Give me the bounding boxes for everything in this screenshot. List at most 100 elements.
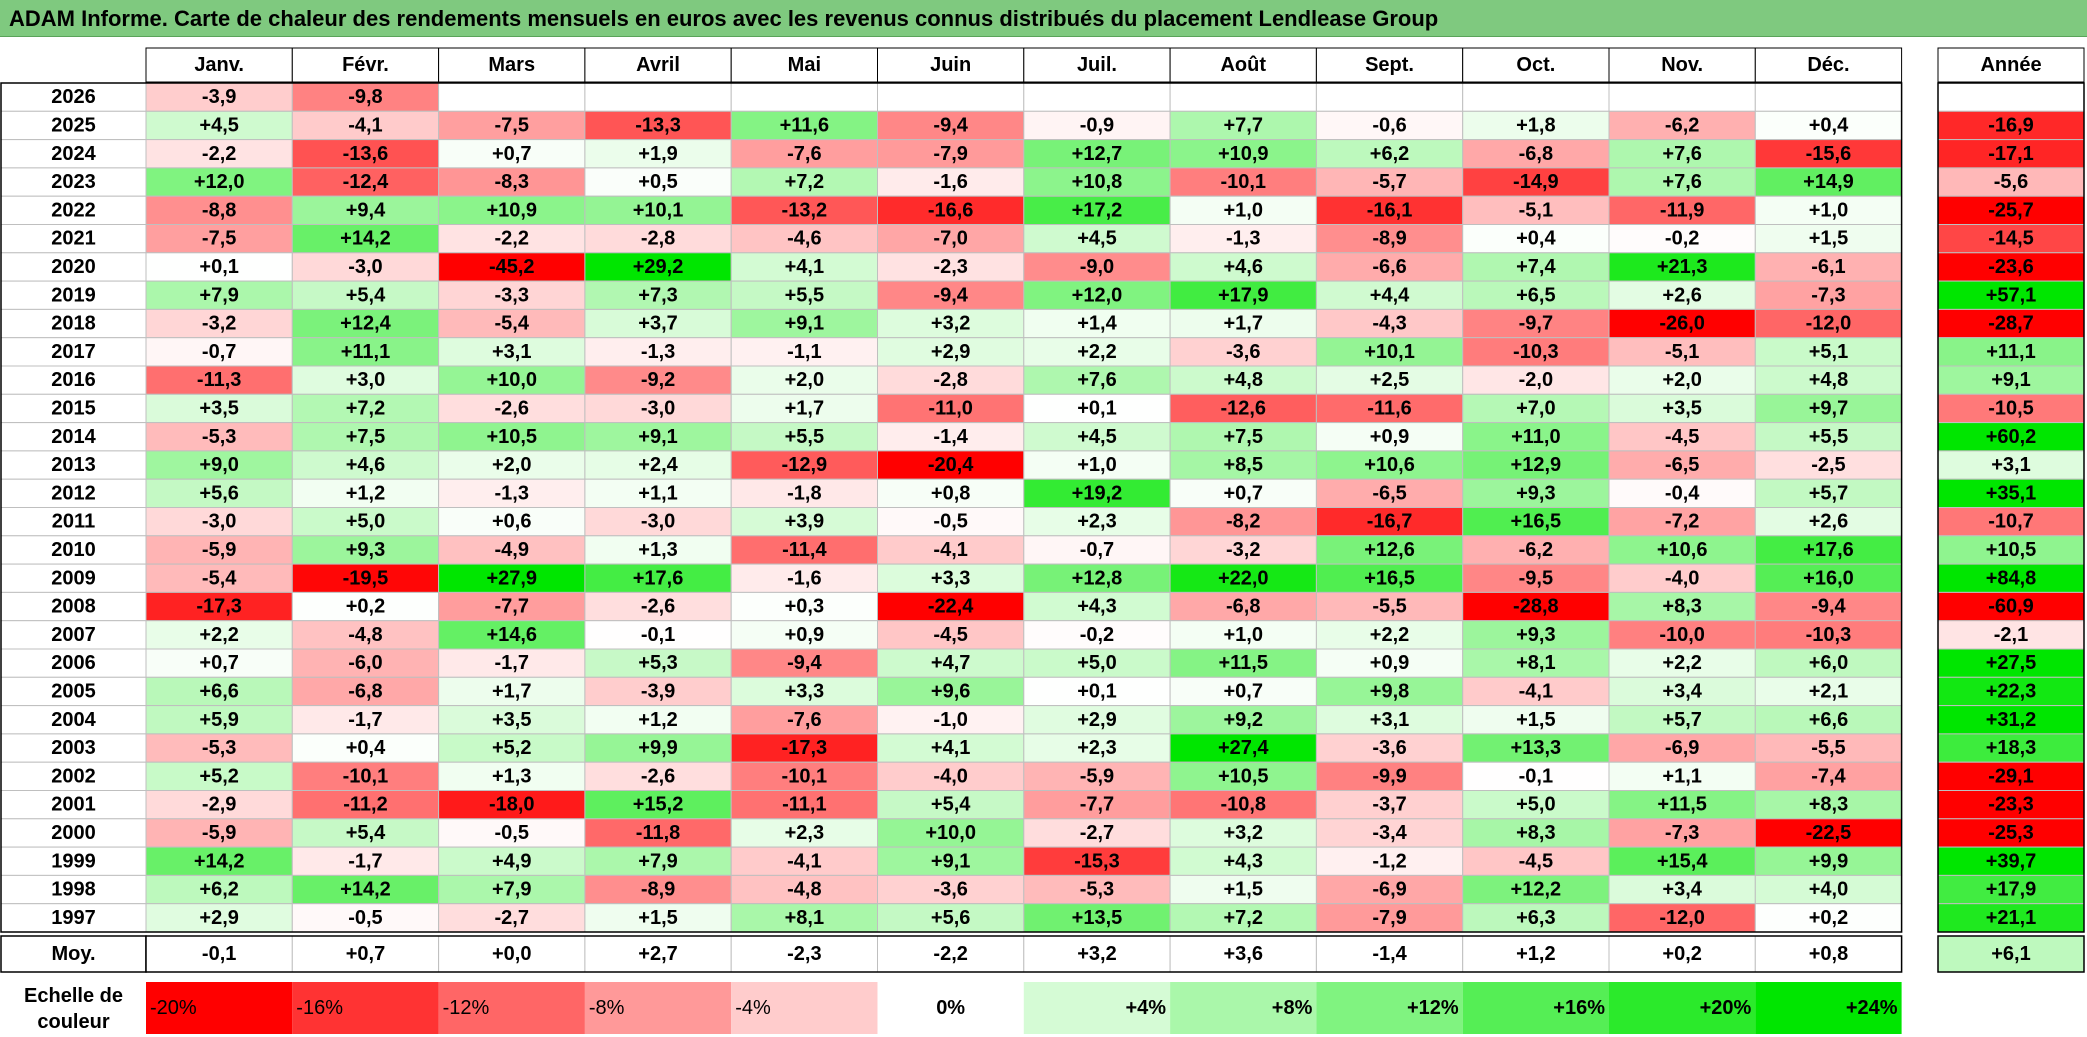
cell-value-label: +0,1 [199, 256, 238, 278]
cell-value-label: -28,8 [1513, 596, 1559, 618]
year-label: 2017 [51, 341, 96, 363]
cell-value-label: +4,3 [1224, 850, 1263, 872]
cell-value-label: -0,6 [1372, 114, 1406, 136]
cell-value-label: +19,2 [1072, 482, 1123, 504]
heatmap-cell [730, 563, 879, 593]
heatmap-cell [291, 167, 440, 197]
year-label-cell [0, 733, 147, 763]
heatmap-cell [877, 818, 1025, 848]
scale-swatch [1609, 982, 1756, 1034]
cell-value-label: +1,2 [638, 709, 677, 731]
heatmap-cell [877, 337, 1025, 367]
heatmap-cell [291, 535, 440, 565]
annual-value-label: -5,6 [1994, 171, 2028, 193]
cell-value-label: +4,0 [1809, 879, 1848, 901]
year-label: 2014 [51, 426, 96, 448]
cell-value-label: +2,9 [1077, 709, 1116, 731]
average-cell [1608, 935, 1756, 973]
cell-value-label: +5,7 [1809, 482, 1848, 504]
heatmap-cell [1315, 365, 1464, 395]
cell-value-label: +2,0 [1662, 369, 1701, 391]
scale-swatch [1316, 982, 1463, 1034]
cell-value-label: +3,3 [785, 680, 824, 702]
cell-value-label: -1,7 [495, 652, 529, 674]
cell-value-label: -5,5 [1811, 737, 1845, 759]
year-label: 2020 [51, 256, 96, 278]
heatmap-cell [584, 903, 732, 933]
cell-value-label: +10,0 [486, 369, 537, 391]
cell-value-label: +1,9 [638, 143, 677, 165]
heatmap-cell [1462, 874, 1610, 905]
heatmap-cell [1169, 591, 1317, 622]
cell-value-label: -5,1 [1519, 199, 1553, 221]
heatmap-cell [1608, 308, 1756, 339]
cell-value-label: -13,2 [782, 199, 828, 221]
average-value-label: -1,4 [1372, 943, 1407, 965]
heatmap-cell [1754, 903, 1903, 933]
heatmap-cell [584, 422, 732, 452]
heatmap-cell [877, 733, 1025, 763]
heatmap-cell [1023, 450, 1171, 480]
heatmap-cell [877, 591, 1025, 622]
average-row-border [145, 935, 1903, 973]
average-cell [291, 935, 440, 973]
cell-value-label: +5,5 [785, 426, 824, 448]
cell-value-label: +14,2 [194, 850, 245, 872]
cell-value-label: +27,4 [1218, 737, 1269, 759]
cell-value-label: +1,5 [638, 907, 677, 929]
cell-value-label: +2,3 [785, 822, 824, 844]
heatmap-cell [1462, 82, 1610, 112]
heatmap-cell [877, 846, 1025, 876]
heatmap-cell [1462, 365, 1610, 395]
column-header-cell [291, 47, 440, 83]
cell-value-label: +3,5 [492, 709, 531, 731]
scale-label: +4% [1126, 997, 1167, 1019]
heatmap-cell [1608, 648, 1756, 678]
cell-value-label: +13,3 [1511, 737, 1562, 759]
cell-value-label: -0,1 [1519, 765, 1553, 787]
heatmap-cell [584, 563, 732, 593]
cell-value-label: -1,7 [348, 850, 382, 872]
cell-value-label: -16,6 [928, 199, 974, 221]
cell-value-label: -6,8 [348, 680, 382, 702]
cell-value-label: +5,4 [346, 822, 386, 844]
year-label: 2000 [51, 822, 96, 844]
cell-value-label: -11,6 [1367, 397, 1411, 419]
cell-value-label: +2,2 [1077, 341, 1116, 363]
cell-value-label: +5,1 [1809, 341, 1848, 363]
cell-value-label: +1,1 [1662, 765, 1701, 787]
cell-value-label: -2,0 [1519, 369, 1553, 391]
cell-value-label: +1,0 [1077, 454, 1116, 476]
heatmap-cell [1169, 139, 1317, 169]
cell-value-label: -10,8 [1220, 794, 1266, 816]
cell-value-label: +0,9 [1370, 426, 1409, 448]
cell-value-label: +4,5 [1077, 426, 1116, 448]
cell-value-label: -8,3 [495, 171, 529, 193]
cell-value-label: +7,6 [1077, 369, 1116, 391]
heatmap-cell [291, 365, 440, 395]
cell-value-label: -6,5 [1665, 454, 1699, 476]
annual-cell [1937, 422, 2085, 452]
cell-value-label: +10,5 [1218, 765, 1269, 787]
column-header-cell [1169, 47, 1317, 83]
annual-cell [1937, 874, 2085, 905]
annual-value-label: -10,7 [1988, 511, 2034, 533]
cell-value-label: -1,7 [348, 709, 382, 731]
heatmap-cell [730, 818, 879, 848]
cell-value-label: +29,2 [633, 256, 684, 278]
heatmap-cell [291, 790, 440, 820]
heatmap-cell [730, 535, 879, 565]
cell-value-label: +11,5 [1657, 794, 1707, 816]
cell-value-label: +5,0 [346, 511, 385, 533]
heatmap-cell [291, 563, 440, 593]
cell-value-label: +4,5 [1077, 228, 1116, 250]
cell-value-label: -5,9 [202, 539, 236, 561]
average-value-label: +2,7 [638, 943, 677, 965]
heatmap-cell [145, 422, 293, 452]
annual-cell [1937, 903, 2085, 933]
heatmap-cell [730, 195, 879, 225]
column-header-cell [1608, 47, 1756, 83]
annual-cell [1937, 790, 2085, 820]
cell-value-label: -7,3 [1811, 284, 1845, 306]
cell-value-label: +5,7 [1662, 709, 1701, 731]
